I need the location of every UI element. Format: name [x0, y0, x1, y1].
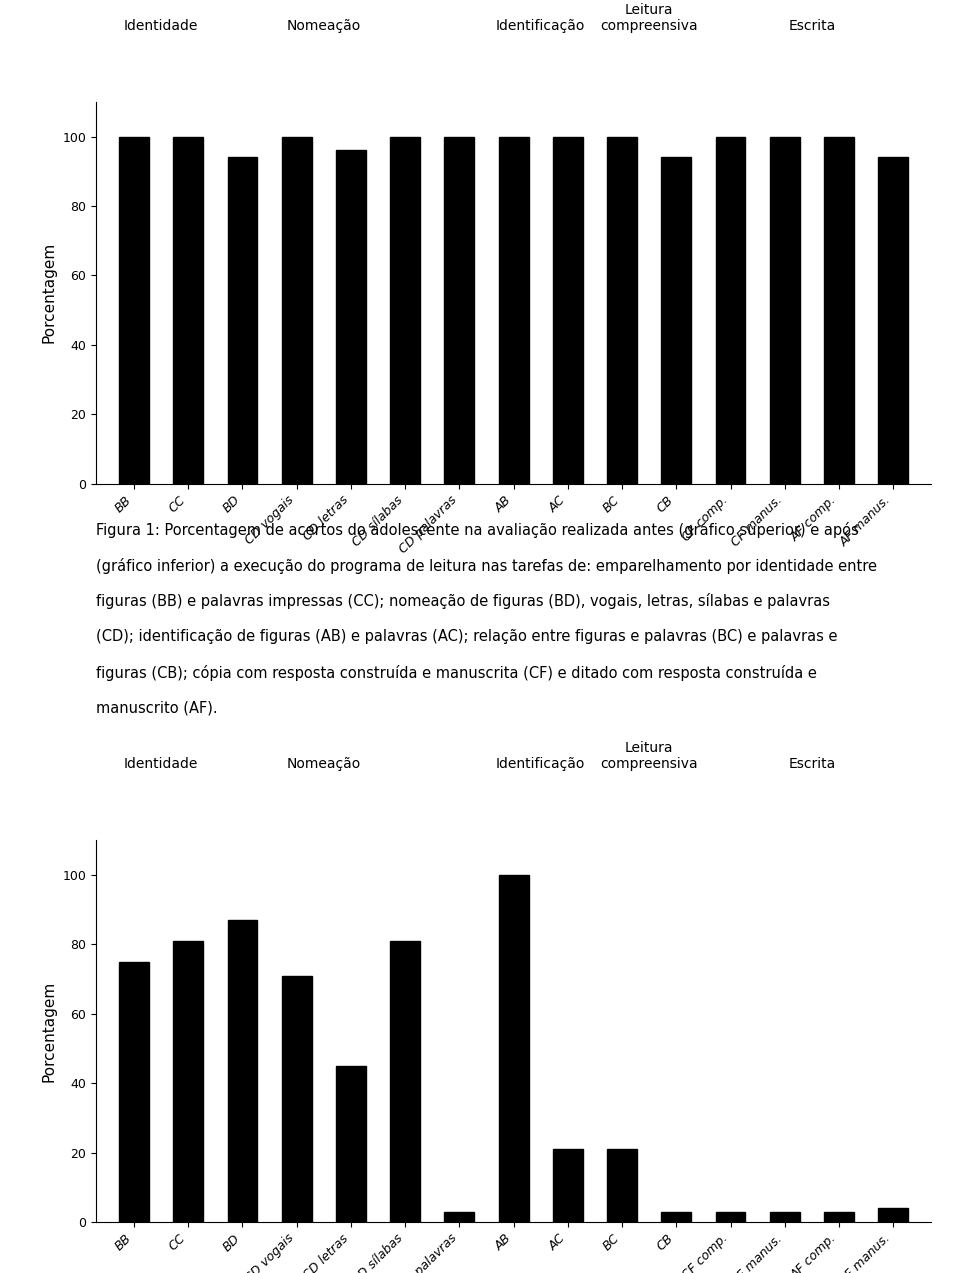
Bar: [824, 1212, 853, 1222]
Bar: [281, 975, 312, 1222]
Bar: [824, 136, 853, 484]
Bar: [715, 136, 746, 484]
Text: figuras (BB) e palavras impressas (CC); nomeação de figuras (BD), vogais, letras: figuras (BB) e palavras impressas (CC); …: [96, 593, 830, 610]
Bar: [878, 158, 908, 484]
Text: Identificação: Identificação: [496, 757, 586, 771]
Bar: [770, 136, 800, 484]
Bar: [281, 136, 312, 484]
Bar: [444, 136, 474, 484]
Bar: [444, 1212, 474, 1222]
Bar: [498, 136, 529, 484]
Text: Identidade: Identidade: [124, 19, 199, 33]
Bar: [390, 941, 420, 1222]
Bar: [498, 875, 529, 1222]
Bar: [119, 136, 149, 484]
Y-axis label: Porcentagem: Porcentagem: [42, 980, 57, 1082]
Bar: [770, 1212, 800, 1222]
Text: Leitura
compreensiva: Leitura compreensiva: [600, 741, 698, 771]
Bar: [174, 136, 204, 484]
Bar: [607, 1150, 637, 1222]
Text: Escrita: Escrita: [788, 757, 835, 771]
Bar: [878, 1208, 908, 1222]
Bar: [607, 136, 637, 484]
Text: Identificação: Identificação: [496, 19, 586, 33]
Text: Escrita: Escrita: [788, 19, 835, 33]
Y-axis label: Porcentagem: Porcentagem: [42, 242, 57, 344]
Bar: [119, 961, 149, 1222]
Text: Figura 1: Porcentagem de acertos do adolescente na avaliação realizada antes (gr: Figura 1: Porcentagem de acertos do adol…: [96, 522, 859, 538]
Text: manuscrito (AF).: manuscrito (AF).: [96, 700, 218, 715]
Text: Identidade: Identidade: [124, 757, 199, 771]
Bar: [661, 158, 691, 484]
Bar: [553, 136, 583, 484]
Bar: [715, 1212, 746, 1222]
Bar: [228, 920, 257, 1222]
Bar: [228, 158, 257, 484]
Text: figuras (CB); cópia com resposta construída e manuscrita (CF) e ditado com respo: figuras (CB); cópia com resposta constru…: [96, 665, 817, 681]
Bar: [390, 136, 420, 484]
Text: Nomeação: Nomeação: [287, 19, 361, 33]
Text: (gráfico inferior) a execução do programa de leitura nas tarefas de: emparelhame: (gráfico inferior) a execução do program…: [96, 558, 877, 574]
Text: Leitura
compreensiva: Leitura compreensiva: [600, 3, 698, 33]
Bar: [661, 1212, 691, 1222]
Bar: [336, 150, 366, 484]
Text: (CD); identificação de figuras (AB) e palavras (AC); relação entre figuras e pal: (CD); identificação de figuras (AB) e pa…: [96, 629, 837, 644]
Text: Nomeação: Nomeação: [287, 757, 361, 771]
Bar: [553, 1150, 583, 1222]
Bar: [336, 1066, 366, 1222]
Bar: [174, 941, 204, 1222]
